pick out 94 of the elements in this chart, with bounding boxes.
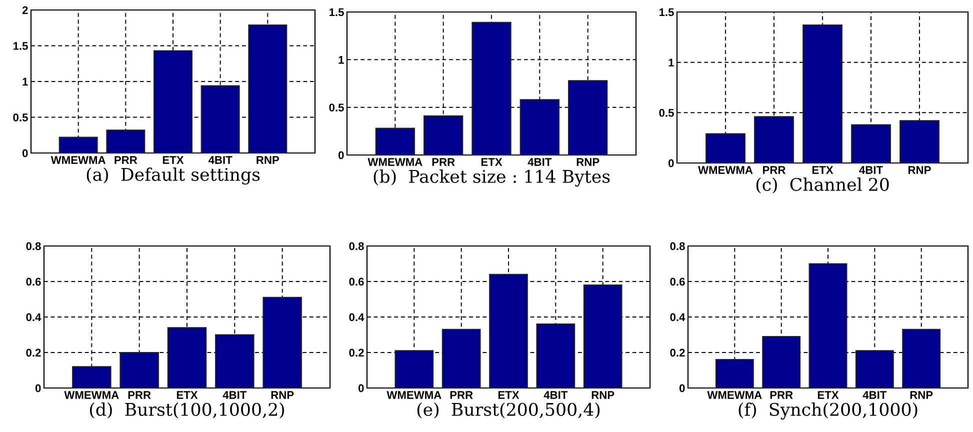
bar (902, 328, 941, 388)
x-axis-title: (c) Channel 20 (756, 178, 889, 194)
bar (900, 120, 940, 163)
y-tick-label: 0.5 (659, 108, 674, 117)
y-tick-label: 0.2 (349, 348, 364, 357)
y-tick-label: 0.5 (329, 104, 344, 112)
y-tick-label: 0.4 (670, 313, 686, 322)
bar (167, 327, 207, 388)
x-tick-label: ETX (818, 391, 839, 399)
x-tick-label: WMEWMA (698, 166, 753, 174)
y-tick-label: 0.4 (26, 313, 42, 322)
x-tick-label: PRR (770, 391, 793, 399)
x-tick-label: RNP (908, 166, 931, 174)
bar (855, 350, 894, 388)
bar (72, 366, 112, 388)
y-tick-label: 0.4 (349, 313, 364, 322)
bar (851, 124, 891, 163)
y-tick-label: 0.2 (670, 348, 685, 357)
x-tick-label: RNP (910, 391, 933, 399)
y-tick-label: 0.8 (670, 242, 685, 250)
bar (58, 136, 98, 153)
y-tick-label: 0 (668, 159, 674, 168)
x-tick-label: RNP (576, 158, 600, 166)
bar (248, 24, 288, 153)
bar (154, 50, 192, 153)
y-tick-label: 1.5 (659, 8, 674, 16)
x-tick-label: ETX (176, 391, 198, 399)
x-tick-label: WMEWMA (368, 158, 422, 166)
x-tick-label: PRR (450, 391, 473, 399)
bar (442, 328, 481, 388)
y-tick-label: 0 (22, 149, 28, 158)
y-tick-label: 1 (668, 58, 674, 66)
y-tick-label: 1 (22, 78, 28, 86)
x-tick-label: WMEWMA (64, 391, 119, 399)
bar (583, 284, 622, 388)
y-tick-label: 0 (358, 384, 364, 392)
y-tick-label: 0.6 (26, 278, 41, 286)
bar (200, 85, 240, 153)
x-axis-title: (f) Synch(200,1000) (738, 402, 918, 420)
bar (762, 336, 801, 388)
y-tick-label: 0.6 (349, 278, 364, 286)
y-tick-label: 1.5 (13, 42, 28, 50)
bar (424, 115, 464, 155)
bar (394, 350, 434, 388)
y-tick-label: 0.6 (670, 278, 685, 286)
x-tick-label: PRR (763, 166, 786, 174)
x-axis-title: (e) Burst(200,500,4) (417, 402, 600, 418)
x-axis-title: (a) Default settings (86, 168, 260, 185)
x-tick-label: RNP (592, 391, 614, 399)
x-tick-label: 4BIT (222, 391, 247, 399)
x-tick-label: 4BIT (528, 158, 552, 166)
x-tick-label: 4BIT (862, 391, 887, 399)
bar (536, 324, 576, 388)
x-tick-label: PRR (432, 158, 455, 166)
y-tick-label: 0.2 (26, 348, 41, 357)
bar (106, 130, 146, 153)
bar (568, 80, 608, 155)
x-tick-label: 4BIT (544, 391, 568, 399)
y-tick-label: 0.5 (13, 114, 28, 122)
y-tick-label: 1.5 (329, 8, 344, 16)
x-tick-label: ETX (481, 158, 502, 166)
bar (802, 24, 842, 163)
bar (706, 133, 746, 163)
x-axis-title: (d) Burst(100,1000,2) (90, 402, 284, 418)
x-tick-label: RNP (271, 391, 294, 399)
y-tick-label: 0.8 (26, 242, 41, 250)
y-tick-label: 1 (338, 56, 344, 64)
x-tick-label: ETX (162, 156, 184, 164)
y-tick-label: 0 (35, 384, 41, 392)
bar (215, 334, 254, 388)
bar (262, 296, 302, 388)
y-tick-label: 0 (338, 151, 344, 160)
bar (489, 274, 528, 388)
bar (808, 263, 848, 388)
bar (715, 359, 754, 388)
x-axis-title: (b) Packet size : 114 Bytes (374, 170, 610, 187)
x-tick-label: PRR (114, 156, 138, 164)
x-tick-label: 4BIT (208, 156, 232, 164)
y-tick-label: 0 (679, 384, 685, 392)
bar (520, 99, 560, 155)
bar (754, 116, 794, 163)
bar (472, 22, 512, 155)
bar (375, 128, 415, 155)
x-tick-label: PRR (128, 391, 151, 399)
x-tick-label: ETX (812, 166, 834, 174)
x-tick-label: RNP (256, 156, 280, 164)
x-tick-label: WMEWMA (50, 156, 106, 164)
x-tick-label: 4BIT (859, 166, 883, 174)
y-tick-label: 2 (22, 6, 28, 14)
x-tick-label: ETX (498, 391, 520, 399)
x-tick-label: WMEWMA (707, 391, 762, 399)
x-tick-label: WMEWMA (386, 391, 442, 399)
y-tick-label: 0.8 (349, 242, 364, 250)
bar (120, 352, 159, 388)
